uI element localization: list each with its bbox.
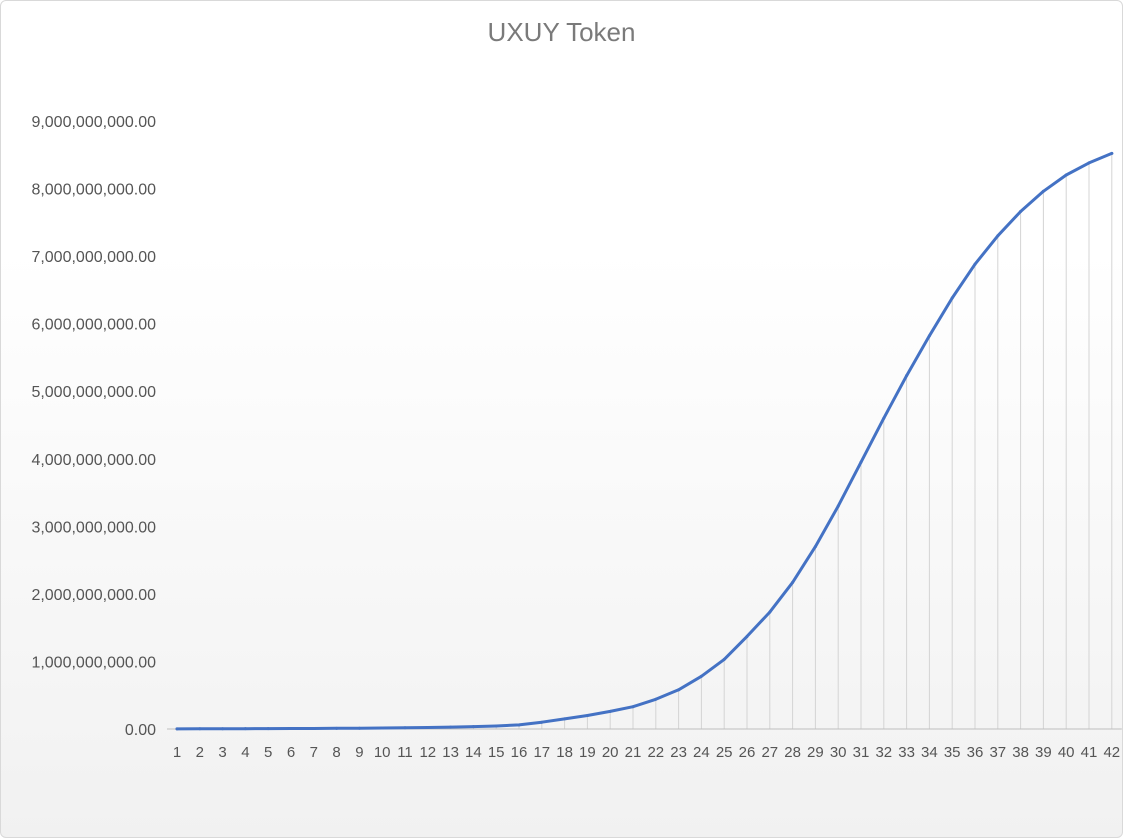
y-tick-label: 8,000,000,000.00 [31, 182, 156, 199]
data-point [677, 688, 681, 692]
x-tick-label: 8 [332, 744, 340, 761]
data-point [357, 726, 361, 730]
data-point [221, 727, 225, 731]
x-tick-label: 25 [716, 744, 733, 761]
data-point [563, 717, 567, 721]
y-tick-label: 5,000,000,000.00 [31, 384, 156, 401]
data-point [289, 727, 293, 731]
data-point [1087, 161, 1091, 165]
data-point [312, 726, 316, 730]
data-point [471, 725, 475, 729]
data-point [426, 726, 430, 730]
data-point [1110, 151, 1114, 155]
series-line [175, 151, 1114, 731]
x-tick-label: 7 [310, 744, 318, 761]
x-tick-label: 41 [1081, 744, 1098, 761]
y-tick-label: 2,000,000,000.00 [31, 587, 156, 604]
data-point [335, 726, 339, 730]
x-tick-label: 23 [670, 744, 687, 761]
data-point [1019, 210, 1023, 214]
x-tick-label: 40 [1058, 744, 1075, 761]
data-point [927, 334, 931, 338]
y-tick-label: 4,000,000,000.00 [31, 452, 156, 469]
x-tick-label: 28 [784, 744, 801, 761]
x-tick-label: 19 [579, 744, 596, 761]
data-point [631, 705, 635, 709]
data-point [266, 727, 270, 731]
x-tick-label: 26 [739, 744, 756, 761]
x-tick-label: 21 [625, 744, 642, 761]
data-point [243, 727, 247, 731]
data-point [175, 727, 179, 731]
x-tick-label: 29 [807, 744, 824, 761]
x-tick-label: 30 [830, 744, 847, 761]
data-point [768, 610, 772, 614]
data-point [905, 374, 909, 378]
data-point [380, 726, 384, 730]
x-tick-label: 24 [693, 744, 710, 761]
data-point [791, 580, 795, 584]
data-point [745, 634, 749, 638]
x-tick-label: 13 [442, 744, 459, 761]
x-tick-label: 9 [355, 744, 363, 761]
x-tick-label: 5 [264, 744, 272, 761]
data-point [836, 504, 840, 508]
x-tick-label: 15 [488, 744, 505, 761]
x-tick-label: 32 [875, 744, 892, 761]
x-tick-label: 10 [374, 744, 391, 761]
x-tick-label: 22 [647, 744, 664, 761]
x-tick-label: 33 [898, 744, 915, 761]
data-point [722, 657, 726, 661]
x-tick-label: 16 [511, 744, 528, 761]
x-tick-label: 39 [1035, 744, 1052, 761]
x-tick-label: 37 [989, 744, 1006, 761]
data-point [403, 726, 407, 730]
x-tick-label: 4 [241, 744, 249, 761]
data-point [699, 674, 703, 678]
x-tick-label: 17 [533, 744, 550, 761]
x-tick-label: 36 [967, 744, 984, 761]
data-point [1064, 173, 1068, 177]
x-tick-label: 18 [556, 744, 573, 761]
x-tick-label: 27 [761, 744, 778, 761]
y-tick-label: 3,000,000,000.00 [31, 519, 156, 536]
x-tick-label: 6 [287, 744, 295, 761]
chart-title: UXUY Token [487, 17, 636, 47]
data-point [449, 725, 453, 729]
data-point [540, 720, 544, 724]
data-point [950, 296, 954, 300]
y-tick-label: 9,000,000,000.00 [31, 114, 156, 131]
data-point [494, 724, 498, 728]
data-point [882, 416, 886, 420]
x-tick-label: 3 [218, 744, 226, 761]
data-point [973, 262, 977, 266]
data-point [813, 545, 817, 549]
data-point [198, 727, 202, 731]
data-point [654, 697, 658, 701]
x-tick-label: 35 [944, 744, 961, 761]
data-point [517, 723, 521, 727]
data-point [859, 460, 863, 464]
x-tick-label: 1 [173, 744, 181, 761]
y-tick-label: 7,000,000,000.00 [31, 249, 156, 266]
x-tick-label: 12 [419, 744, 436, 761]
x-tick-label: 2 [196, 744, 204, 761]
x-tick-label: 14 [465, 744, 482, 761]
x-tick-label: 31 [853, 744, 870, 761]
y-tick-label: 6,000,000,000.00 [31, 317, 156, 334]
y-tick-label: 0.00 [125, 722, 156, 739]
data-point [585, 713, 589, 717]
x-tick-label: 38 [1012, 744, 1029, 761]
x-tick-label: 42 [1103, 744, 1120, 761]
x-tick-label: 20 [602, 744, 619, 761]
x-tick-label: 34 [921, 744, 938, 761]
x-tick-label: 11 [397, 744, 413, 761]
data-point [996, 234, 1000, 238]
data-point [1041, 189, 1045, 193]
data-point [608, 709, 612, 713]
y-tick-label: 1,000,000,000.00 [31, 654, 156, 671]
